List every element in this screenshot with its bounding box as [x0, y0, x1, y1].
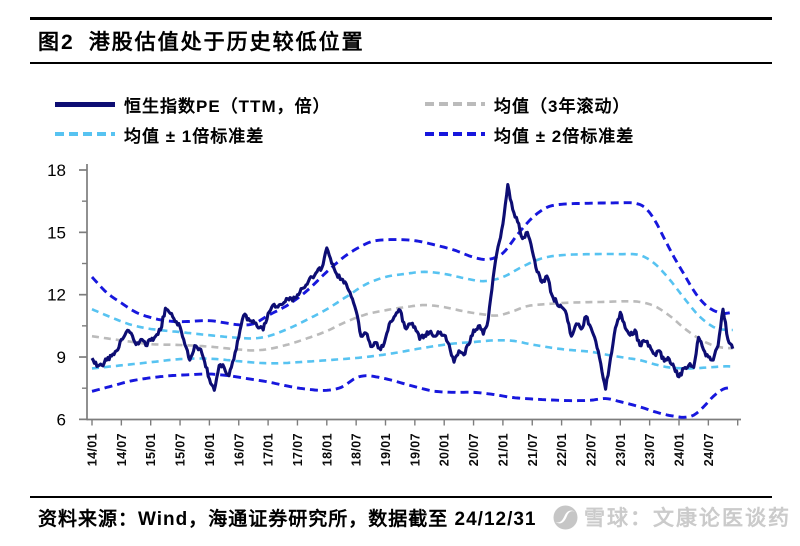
legend-item-mean: 均值（3年滚动）: [425, 93, 631, 116]
svg-text:24/01: 24/01: [673, 433, 687, 466]
svg-text:21/07: 21/07: [526, 433, 540, 466]
title-divider: [30, 62, 772, 64]
legend-row-1: 恒生指数PE（TTM，倍） 均值（3年滚动）: [0, 93, 800, 116]
svg-text:18: 18: [47, 161, 66, 180]
top-divider: [30, 17, 772, 20]
svg-text:24/07: 24/07: [702, 433, 716, 466]
svg-text:21/01: 21/01: [496, 433, 510, 466]
snowball-icon: [553, 505, 578, 529]
legend-item-band1: 均值 ± 1倍标准差: [55, 123, 265, 146]
svg-text:15/07: 15/07: [174, 433, 188, 466]
legend-label: 恒生指数PE（TTM，倍）: [124, 96, 331, 116]
legend-item-pe: 恒生指数PE（TTM，倍）: [55, 93, 331, 116]
legend-label: 均值 ± 2倍标准差: [494, 126, 635, 146]
svg-text:19/07: 19/07: [408, 433, 422, 466]
svg-text:15/01: 15/01: [144, 433, 158, 466]
footer-divider: [30, 496, 772, 498]
svg-text:22/01: 22/01: [555, 433, 569, 466]
svg-text:18/07: 18/07: [350, 433, 364, 466]
series-mean: [91, 300, 733, 352]
svg-text:15: 15: [47, 223, 66, 242]
svg-text:9: 9: [57, 348, 66, 367]
svg-text:23/07: 23/07: [643, 433, 657, 466]
svg-text:18/01: 18/01: [320, 433, 334, 466]
pe-line-swatch-icon: [55, 101, 115, 107]
svg-text:17/01: 17/01: [262, 433, 276, 466]
legend-label: 均值（3年滚动）: [494, 96, 631, 116]
series-pe: [90, 182, 735, 392]
legend-label: 均值 ± 1倍标准差: [124, 126, 265, 146]
svg-text:6: 6: [57, 410, 66, 429]
svg-text:19/01: 19/01: [379, 433, 393, 466]
svg-text:16/01: 16/01: [203, 433, 217, 466]
series-plus1: [91, 252, 733, 340]
watermark-text: 雪球：文康论医谈药: [584, 507, 791, 530]
svg-text:17/07: 17/07: [291, 433, 305, 466]
svg-text:14/07: 14/07: [115, 433, 129, 466]
source-note: 资料来源：Wind，海通证券研究所，数据截至 24/12/31: [38, 509, 537, 530]
svg-text:20/01: 20/01: [438, 433, 452, 466]
band1-line-swatch-icon: [55, 132, 115, 136]
svg-text:16/07: 16/07: [232, 433, 246, 466]
svg-text:20/07: 20/07: [467, 433, 481, 466]
watermark: 雪球：文康论医谈药: [552, 502, 791, 532]
series-minus2: [91, 372, 733, 419]
legend-row-2: 均值 ± 1倍标准差 均值 ± 2倍标准差: [0, 123, 800, 146]
figure-title-text: 港股估值处于历史较低位置: [88, 31, 365, 54]
svg-text:23/01: 23/01: [614, 433, 628, 466]
page-title: 图2 港股估值处于历史较低位置: [38, 26, 365, 56]
figure-label: 图2: [38, 31, 75, 54]
svg-text:14/01: 14/01: [86, 433, 100, 466]
band2-line-swatch-icon: [425, 131, 485, 137]
svg-text:22/07: 22/07: [584, 433, 598, 466]
series-plus2: [90, 201, 734, 327]
legend-item-band2: 均值 ± 2倍标准差: [425, 123, 635, 146]
mean-line-swatch-icon: [425, 102, 485, 106]
svg-text:12: 12: [47, 286, 66, 305]
